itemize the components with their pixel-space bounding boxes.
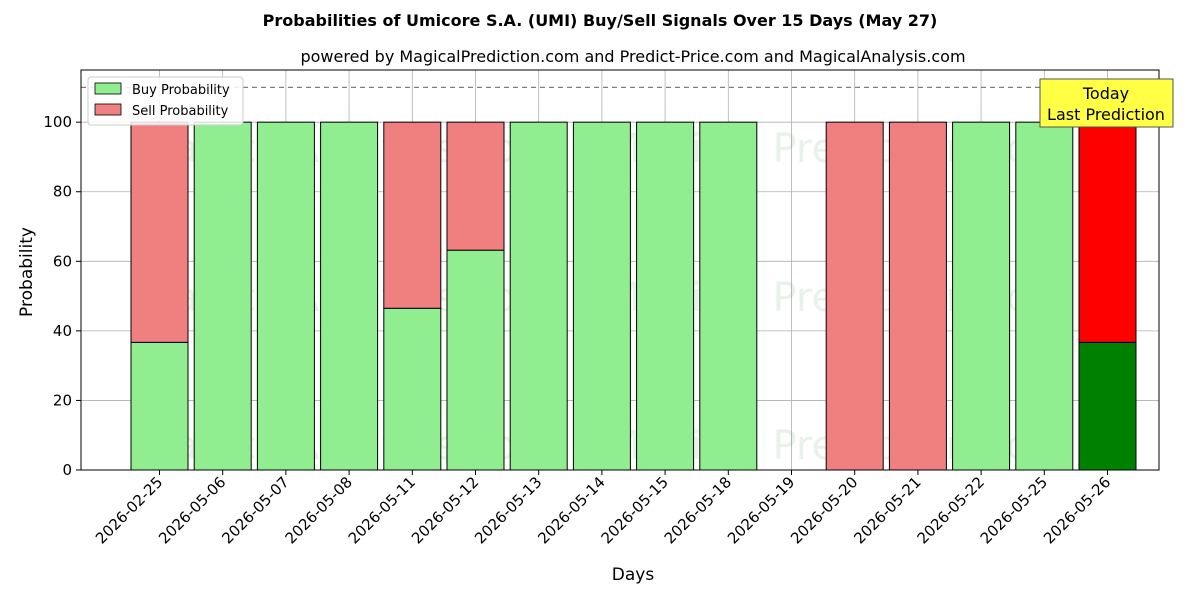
buy-bar [256,121,315,471]
x-tick-label: 2026-05-26 [1040,473,1114,547]
buy-bar [1078,341,1137,471]
today-annotation: Today Last Prediction [1039,78,1174,128]
sell-bar [1078,121,1137,343]
x-tick-label: 2026-05-13 [471,473,545,547]
today-label: Today [1082,84,1129,103]
x-tick-label: 2026-05-22 [914,473,988,547]
x-tick-label: 2026-05-25 [977,473,1051,547]
legend-buy-swatch [94,82,122,95]
x-tick-label: 2026-05-08 [282,473,356,547]
buy-bar [130,341,189,471]
x-tick-label: 2026-05-20 [787,473,861,547]
buy-bar [636,121,695,471]
x-tick-label: 2026-05-12 [408,473,482,547]
last-prediction-label: Last Prediction [1047,105,1165,124]
legend: Buy Probability Sell Probability [87,76,244,126]
x-tick-label: 2026-05-19 [724,473,798,547]
sell-bar [825,121,884,471]
buy-bar [952,121,1011,471]
buy-bar [699,121,758,471]
y-tick-label: 40 [53,322,72,340]
y-tick-label: 0 [62,461,72,479]
buy-bar [572,121,631,471]
y-axis-ticks: 0 20 40 60 80 100 [43,113,81,479]
x-tick-label: 2026-02-25 [92,473,166,547]
chart-title: Probabilities of Umicore S.A. (UMI) Buy/… [263,11,938,30]
sell-bar [446,121,505,251]
x-tick-label: 2026-05-07 [218,473,292,547]
x-tick-label: 2026-05-06 [155,473,229,547]
sell-bar [130,121,189,343]
x-tick-label: 2026-05-14 [534,473,608,547]
x-axis-label: Days [612,565,655,585]
y-tick-label: 60 [53,252,72,270]
y-tick-label: 100 [43,113,72,131]
buy-bar [509,121,568,471]
legend-box [87,76,244,126]
buy-bar [320,121,379,471]
bars [130,121,1137,471]
chart-subtitle: powered by MagicalPrediction.com and Pre… [300,47,965,66]
sell-bar [383,121,442,309]
sell-bar [888,121,947,471]
y-tick-label: 20 [53,391,72,409]
legend-sell-swatch [94,103,122,116]
y-tick-label: 80 [53,183,72,201]
x-axis-ticks: 2026-02-252026-05-062026-05-072026-05-08… [92,470,1114,547]
buy-bar [383,307,442,471]
buy-bar [446,249,505,471]
x-tick-label: 2026-05-11 [345,473,419,547]
buy-bar [193,121,252,471]
x-tick-label: 2026-05-15 [598,473,672,547]
y-axis-label: Probability [17,227,37,317]
x-tick-label: 2026-05-18 [661,473,735,547]
plot-frame [80,69,1160,471]
legend-sell-label: Sell Probability [132,104,229,119]
x-tick-label: 2026-05-21 [850,473,924,547]
buy-bar [1015,121,1074,471]
today-box [1039,78,1174,128]
legend-buy-label: Buy Probability [132,83,230,98]
